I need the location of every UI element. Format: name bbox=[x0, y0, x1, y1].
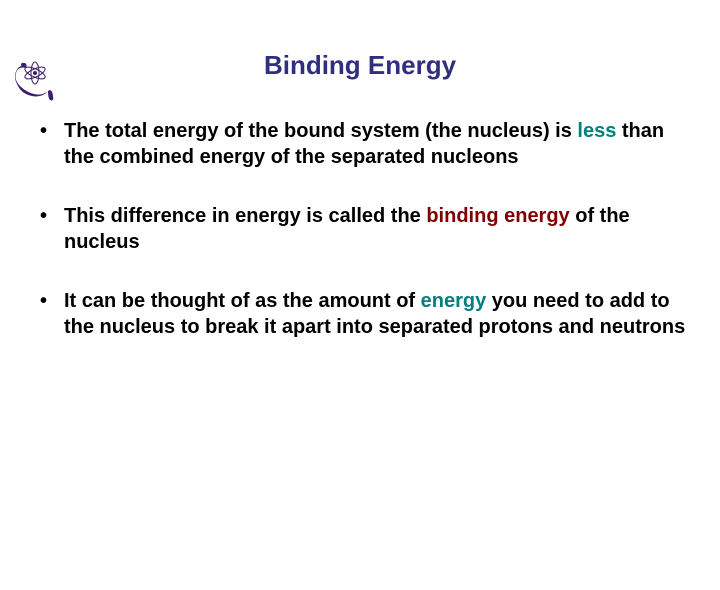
bullet-text-pre: The total energy of the bound system (th… bbox=[64, 120, 577, 142]
bullet-text-pre: It can be thought of as the amount of bbox=[64, 290, 421, 312]
bullet-list: The total energy of the bound system (th… bbox=[30, 119, 690, 341]
bullet-item: The total energy of the bound system (th… bbox=[30, 119, 690, 170]
logo-icon bbox=[8, 58, 58, 108]
bullet-text-pre: This difference in energy is called the bbox=[64, 205, 426, 227]
content-area: The total energy of the bound system (th… bbox=[0, 119, 720, 341]
bullet-highlight: less bbox=[577, 120, 616, 142]
slide-title: Binding Energy bbox=[0, 50, 720, 81]
bullet-item: This difference in energy is called the … bbox=[30, 204, 690, 255]
bullet-item: It can be thought of as the amount of en… bbox=[30, 289, 690, 340]
bullet-highlight: binding energy bbox=[426, 205, 569, 227]
bullet-highlight: energy bbox=[421, 290, 487, 312]
